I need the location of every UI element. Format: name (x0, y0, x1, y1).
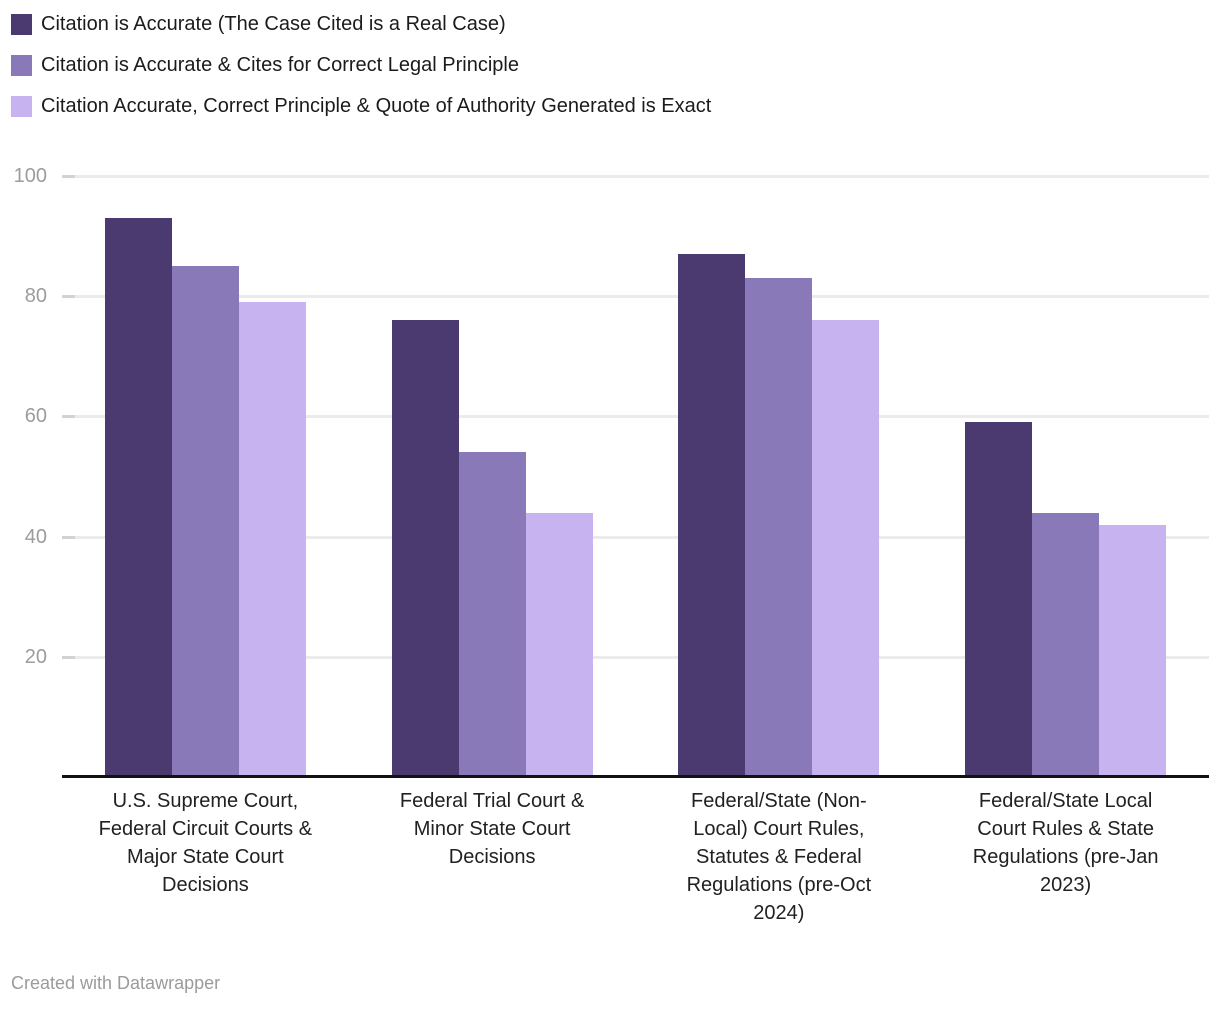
chart-legend: Citation is Accurate (The Case Cited is … (11, 13, 711, 117)
y-axis-tick-label: 100 (13, 165, 47, 187)
datawrapper-attribution-link[interactable]: Created with Datawrapper (11, 973, 221, 993)
y-axis-tick (62, 415, 75, 419)
legend-color-swatch (11, 54, 32, 76)
y-gridline (62, 175, 1209, 178)
bar-series2-group2[interactable] (458, 452, 526, 777)
bar-series3-group1[interactable] (238, 302, 306, 777)
x-axis-line (62, 775, 1209, 778)
y-axis-tick-label: 40 (24, 525, 47, 548)
y-axis-tick-label: 80 (24, 285, 47, 308)
bar-series1-group3[interactable] (678, 254, 746, 777)
x-axis-category-label: Federal Trial Court & Minor State Court … (399, 790, 585, 868)
legend-color-swatch (11, 13, 32, 35)
bar-series3-group2[interactable] (525, 512, 593, 777)
bar-series1-group1[interactable] (104, 218, 172, 777)
bar-series2-group1[interactable] (171, 266, 239, 777)
y-axis-tick-label: 60 (24, 405, 47, 428)
bar-series2-group3[interactable] (745, 278, 813, 777)
y-gridline (62, 535, 1209, 539)
legend-item: Citation Accurate, Correct Principle & Q… (11, 95, 711, 117)
y-axis-tick-label: 20 (24, 645, 47, 668)
y-gridline (62, 655, 1209, 659)
bar-series2-group4[interactable] (1032, 512, 1100, 777)
legend-item-label: Citation is Accurate & Cites for Correct… (41, 54, 519, 76)
bar-series3-group3[interactable] (812, 320, 880, 777)
y-gridline (62, 295, 1209, 299)
x-axis-category-label: Federal/State Local Court Rules & State … (972, 790, 1159, 896)
x-axis-category-label: Federal/State (Non- Local) Court Rules, … (686, 790, 872, 924)
legend-item-label: Citation is Accurate (The Case Cited is … (41, 13, 506, 35)
legend-item-label: Citation Accurate, Correct Principle & Q… (41, 95, 712, 117)
legend-item: Citation is Accurate (The Case Cited is … (11, 13, 711, 35)
y-gridline (62, 415, 1209, 419)
y-axis-tick (62, 655, 75, 659)
bar-series3-group4[interactable] (1099, 524, 1167, 777)
legend-color-swatch (11, 95, 32, 117)
bar-series1-group4[interactable] (965, 422, 1033, 777)
x-axis-category-label: U.S. Supreme Court, Federal Circuit Cour… (98, 790, 313, 896)
y-axis-tick (62, 295, 75, 299)
y-axis-tick (62, 535, 75, 539)
bar-series1-group2[interactable] (391, 320, 459, 777)
y-axis-tick (62, 175, 75, 178)
legend-item: Citation is Accurate & Cites for Correct… (11, 54, 711, 76)
